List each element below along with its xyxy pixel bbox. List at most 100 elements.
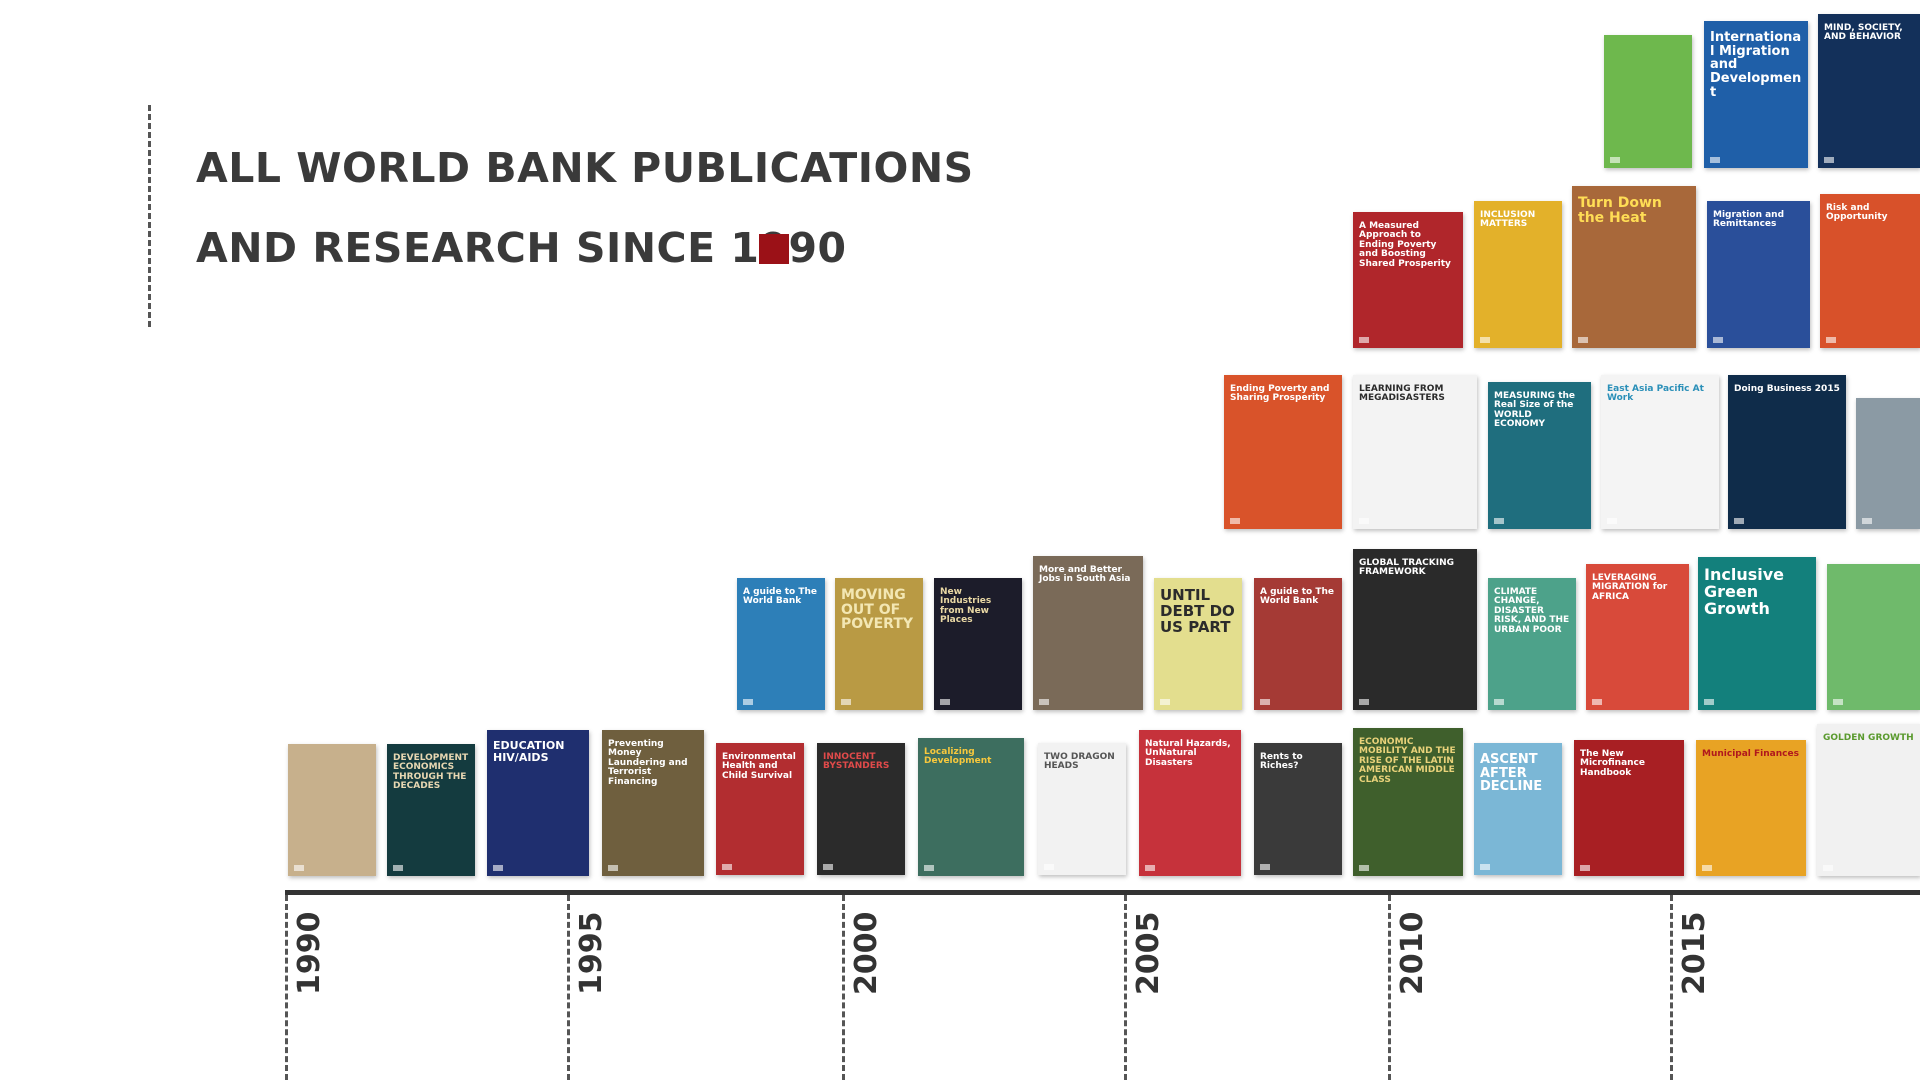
book-cover[interactable]: Localizing Development [918, 738, 1024, 876]
year-label-2010: 2010 [1395, 911, 1430, 996]
publisher-logo-icon [1607, 518, 1617, 524]
book-title: A Measured Approach to Ending Poverty an… [1359, 221, 1451, 269]
book-title: UNTIL DEBT DO US PART [1160, 586, 1235, 636]
publisher-logo-icon [294, 865, 304, 871]
book-cover[interactable] [1604, 35, 1692, 168]
book-title: CLIMATE CHANGE, DISASTER RISK, AND THE U… [1494, 587, 1570, 635]
book-cover[interactable] [1827, 564, 1920, 710]
year-tick-2005 [1124, 895, 1127, 1080]
book-cover[interactable]: The New Microfinance Handbook [1574, 740, 1684, 876]
book-cover[interactable]: Turn Down the Heat [1572, 186, 1696, 348]
book-title: International Migration and Development [1710, 30, 1802, 100]
book-cover[interactable]: ECONOMIC MOBILITY AND THE RISE OF THE LA… [1353, 728, 1463, 876]
publisher-logo-icon [1862, 518, 1872, 524]
book-cover[interactable]: EDUCATION HIV/AIDS [487, 730, 589, 876]
book-title: EDUCATION HIV/AIDS [493, 739, 565, 764]
timeline-axis [285, 890, 1920, 895]
book-title: A guide to The World Bank [743, 587, 817, 607]
book-title: MEASURING the Real Size of the WORLD ECO… [1494, 391, 1576, 430]
book-title: East Asia Pacific At Work [1607, 384, 1704, 404]
book-cover[interactable]: Risk and Opportunity [1820, 194, 1920, 348]
publisher-logo-icon [1826, 337, 1836, 343]
book-title: Preventing Money Laundering and Terroris… [608, 739, 688, 787]
publisher-logo-icon [1734, 518, 1744, 524]
publisher-logo-icon [1480, 337, 1490, 343]
book-cover[interactable]: GOLDEN GROWTH [1817, 724, 1920, 876]
publisher-logo-icon [1713, 337, 1723, 343]
publisher-logo-icon [1359, 865, 1369, 871]
publisher-logo-icon [1160, 699, 1170, 705]
book-cover[interactable]: GLOBAL TRACKING FRAMEWORK [1353, 549, 1477, 710]
book-cover[interactable]: East Asia Pacific At Work [1601, 375, 1719, 529]
book-cover[interactable]: International Migration and Development [1704, 21, 1808, 168]
year-tick-2000 [842, 895, 845, 1080]
book-cover[interactable]: Doing Business 2015 [1728, 375, 1846, 529]
publisher-logo-icon [493, 865, 503, 871]
book-cover[interactable]: LEVERAGING MIGRATION for AFRICA [1586, 564, 1689, 710]
publisher-logo-icon [1833, 699, 1843, 705]
book-cover[interactable]: ASCENT AFTER DECLINE [1474, 743, 1562, 875]
publisher-logo-icon [1230, 518, 1240, 524]
book-title: The New Microfinance Handbook [1580, 749, 1645, 778]
book-cover[interactable]: DEVELOPMENT ECONOMICS THROUGH THE DECADE… [387, 744, 475, 876]
book-cover[interactable]: Environmental Health and Child Survival [716, 743, 804, 875]
book-title: Risk and Opportunity [1826, 203, 1888, 223]
publisher-logo-icon [1710, 157, 1720, 163]
book-cover[interactable]: INCLUSION MATTERS [1474, 201, 1562, 348]
book-cover[interactable]: MIND, SOCIETY, AND BEHAVIOR [1818, 14, 1920, 168]
year-tick-2015 [1670, 895, 1673, 1080]
publisher-logo-icon [1494, 518, 1504, 524]
book-title: MOVING OUT OF POVERTY [841, 587, 914, 633]
book-cover[interactable]: A Measured Approach to Ending Poverty an… [1353, 212, 1463, 348]
book-cover[interactable]: Inclusive Green Growth [1698, 557, 1816, 710]
book-title: Ending Poverty and Sharing Prosperity [1230, 384, 1330, 404]
book-cover[interactable]: TWO DRAGON HEADS [1038, 743, 1126, 875]
year-tick-1995 [567, 895, 570, 1080]
book-title: A guide to The World Bank [1260, 587, 1334, 607]
publisher-logo-icon [940, 699, 950, 705]
publisher-logo-icon [1702, 865, 1712, 871]
book-cover[interactable]: Ending Poverty and Sharing Prosperity [1224, 375, 1342, 529]
title-dashed-rule [148, 105, 151, 327]
publisher-logo-icon [1359, 518, 1369, 524]
book-cover[interactable]: Migration and Remittances [1707, 201, 1810, 348]
book-title: TWO DRAGON HEADS [1044, 752, 1115, 772]
book-title: Turn Down the Heat [1578, 195, 1662, 226]
book-title: Rents to Riches? [1260, 752, 1303, 772]
book-cover[interactable]: A guide to The World Bank [737, 578, 825, 710]
book-cover[interactable]: CLIMATE CHANGE, DISASTER RISK, AND THE U… [1488, 578, 1576, 710]
book-cover[interactable]: MEASURING the Real Size of the WORLD ECO… [1488, 382, 1591, 529]
year-label-2005: 2005 [1131, 911, 1166, 996]
book-title: Migration and Remittances [1713, 210, 1785, 230]
publisher-logo-icon [1260, 699, 1270, 705]
book-title: Municipal Finances [1702, 749, 1799, 759]
year-tick-2010 [1388, 895, 1391, 1080]
publisher-logo-icon [608, 865, 618, 871]
book-cover[interactable] [288, 744, 376, 876]
book-title: ECONOMIC MOBILITY AND THE RISE OF THE LA… [1359, 737, 1456, 785]
publisher-logo-icon [1494, 699, 1504, 705]
book-cover[interactable] [1856, 398, 1920, 529]
book-cover[interactable]: New Industries from New Places [934, 578, 1022, 710]
book-cover[interactable]: Preventing Money Laundering and Terroris… [602, 730, 704, 876]
publisher-logo-icon [1480, 864, 1490, 870]
book-cover[interactable]: UNTIL DEBT DO US PART [1154, 578, 1242, 710]
year-label-2000: 2000 [849, 911, 884, 996]
book-cover[interactable]: More and Better Jobs in South Asia [1033, 556, 1143, 710]
page-title-line-1: ALL WORLD BANK PUBLICATIONS [196, 144, 974, 192]
book-cover[interactable]: Municipal Finances [1696, 740, 1806, 876]
book-cover[interactable]: MOVING OUT OF POVERTY [835, 578, 923, 710]
book-title: GOLDEN GROWTH [1823, 733, 1914, 743]
book-title: GLOBAL TRACKING FRAMEWORK [1359, 558, 1455, 578]
book-cover[interactable]: INNOCENT BYSTANDERS [817, 743, 905, 875]
book-title: More and Better Jobs in South Asia [1039, 565, 1131, 585]
book-cover[interactable]: A guide to The World Bank [1254, 578, 1342, 710]
book-cover[interactable]: LEARNING FROM MEGADISASTERS [1353, 375, 1477, 529]
book-title: LEVERAGING MIGRATION for AFRICA [1592, 573, 1668, 602]
book-title: INCLUSION MATTERS [1480, 210, 1536, 230]
publisher-logo-icon [393, 865, 403, 871]
book-cover[interactable]: Natural Hazards, UnNatural Disasters [1139, 730, 1241, 876]
book-cover[interactable]: Rents to Riches? [1254, 743, 1342, 875]
publisher-logo-icon [1044, 864, 1054, 870]
